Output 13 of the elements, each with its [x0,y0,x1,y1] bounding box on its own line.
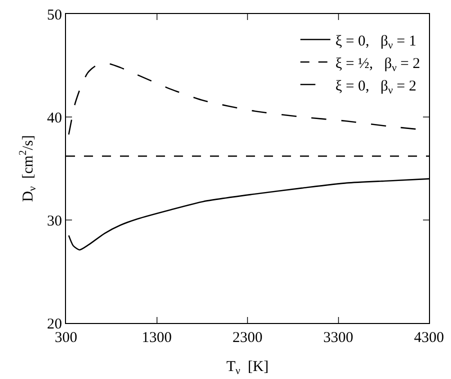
x-tick-label: 4300 [414,330,444,346]
y-tick-label: 40 [47,110,62,126]
x-tick-label: 3300 [323,330,354,346]
y-tick-label: 50 [47,7,62,24]
y-tick-label: 30 [47,213,62,230]
x-tick-label: 300 [54,330,78,346]
y-tick-label: 20 [47,316,62,332]
legend-label: ξ = ½, β$_{ν}$ = 2 [335,56,420,74]
legend-label: ξ = 0, β$_{ν}$ = 1 [335,33,416,52]
x-tick-label: 1300 [142,330,172,346]
x-axis-title: T$_{ν}$ [K] [226,359,269,378]
x-tick-label: 2300 [232,330,262,346]
legend-label: ξ = 0, β$_{ν}$ = 2 [335,78,416,97]
